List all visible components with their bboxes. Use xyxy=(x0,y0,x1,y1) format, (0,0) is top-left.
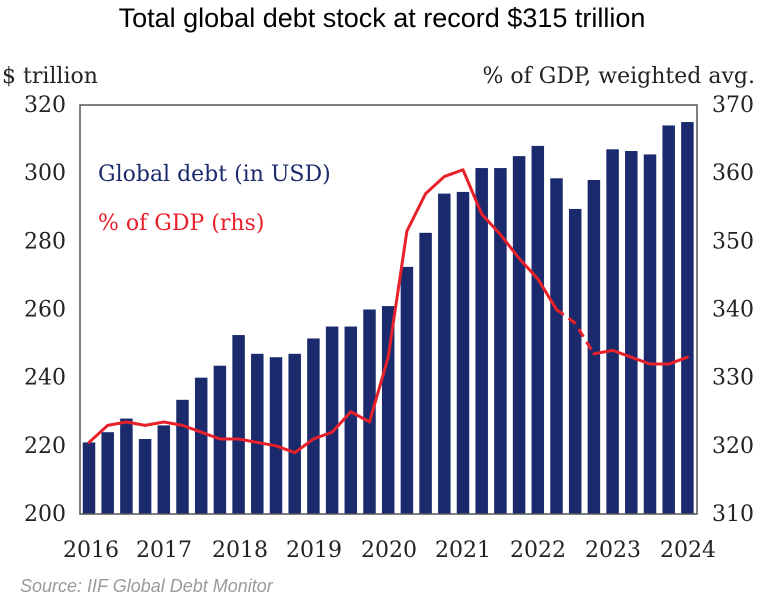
plot-frame xyxy=(79,104,698,515)
debt-bar xyxy=(419,232,432,514)
debt-bar xyxy=(269,357,283,514)
gdp-line-layer xyxy=(87,168,689,455)
debt-bar xyxy=(325,326,339,514)
debt-bar xyxy=(194,377,208,514)
debt-bar xyxy=(157,425,171,514)
legend-global-debt: Global debt (in USD) xyxy=(98,162,331,187)
debt-bars xyxy=(82,122,694,515)
left-tick-label: 200 xyxy=(24,502,66,527)
debt-bar xyxy=(643,154,657,514)
left-tick-label: 300 xyxy=(24,161,66,186)
left-tick-label: 220 xyxy=(24,434,66,459)
debt-bar xyxy=(681,122,694,515)
debt-bar xyxy=(494,168,507,514)
debt-bar xyxy=(344,326,358,514)
debt-bar xyxy=(138,439,152,514)
debt-bar xyxy=(363,309,376,514)
left-tick-label: 320 xyxy=(24,93,66,118)
left-tick-label: 260 xyxy=(24,298,66,323)
debt-bar xyxy=(587,179,601,514)
debt-bar xyxy=(438,193,451,514)
right-tick-label: 330 xyxy=(712,366,754,391)
debt-bar xyxy=(232,335,245,514)
debt-bar xyxy=(251,353,264,514)
debt-bar xyxy=(625,151,638,514)
debt-bar xyxy=(381,306,395,514)
x-tick-label: 2024 xyxy=(660,538,716,563)
x-tick-label: 2018 xyxy=(212,538,268,563)
debt-bar xyxy=(550,178,563,514)
x-axis-ticks: 2016 2017 2018 2019 2020 2021 2022 2023 2024 xyxy=(63,538,716,563)
right-tick-label: 340 xyxy=(712,298,754,323)
left-tick-label: 240 xyxy=(24,366,66,391)
x-tick-label: 2022 xyxy=(510,538,566,563)
legend-pct-gdp: % of GDP (rhs) xyxy=(98,211,264,236)
right-tick-label: 310 xyxy=(712,502,754,527)
right-tick-label: 320 xyxy=(712,434,754,459)
source-note: Source: IIF Global Debt Monitor xyxy=(20,576,274,596)
debt-bar xyxy=(531,145,545,514)
debt-bar xyxy=(176,399,189,514)
gdp-line xyxy=(592,348,689,366)
x-tick-label: 2016 xyxy=(63,538,119,563)
x-tick-label: 2017 xyxy=(136,538,192,563)
x-tick-label: 2019 xyxy=(286,538,342,563)
x-tick-label: 2020 xyxy=(361,538,417,563)
debt-bar xyxy=(101,432,114,514)
debt-bar xyxy=(120,418,133,514)
debt-bar xyxy=(307,338,320,514)
debt-bar xyxy=(606,149,619,514)
debt-bar xyxy=(82,442,96,514)
chart-title: Total global debt stock at record $315 t… xyxy=(119,3,646,33)
left-axis-label: $ trillion xyxy=(2,64,98,89)
gdp-line xyxy=(87,168,558,455)
x-tick-label: 2023 xyxy=(585,538,641,563)
debt-bar xyxy=(568,208,582,514)
debt-bar xyxy=(475,168,488,514)
debt-bar xyxy=(512,156,526,514)
right-tick-label: 360 xyxy=(712,161,754,186)
right-axis-ticks: 310 320 330 340 350 360 370 xyxy=(712,93,754,527)
debt-bar xyxy=(288,353,301,514)
right-tick-label: 370 xyxy=(712,93,754,118)
left-axis-ticks: 200 220 240 260 280 300 320 xyxy=(24,93,66,527)
debt-bar xyxy=(662,125,675,514)
debt-bar xyxy=(456,191,470,514)
gdp-line-dashed xyxy=(555,308,596,355)
right-axis-label: % of GDP, weighted avg. xyxy=(482,64,755,89)
right-tick-label: 350 xyxy=(712,229,754,254)
left-tick-label: 280 xyxy=(24,229,66,254)
x-tick-label: 2021 xyxy=(435,538,491,563)
debt-bar xyxy=(400,266,414,514)
